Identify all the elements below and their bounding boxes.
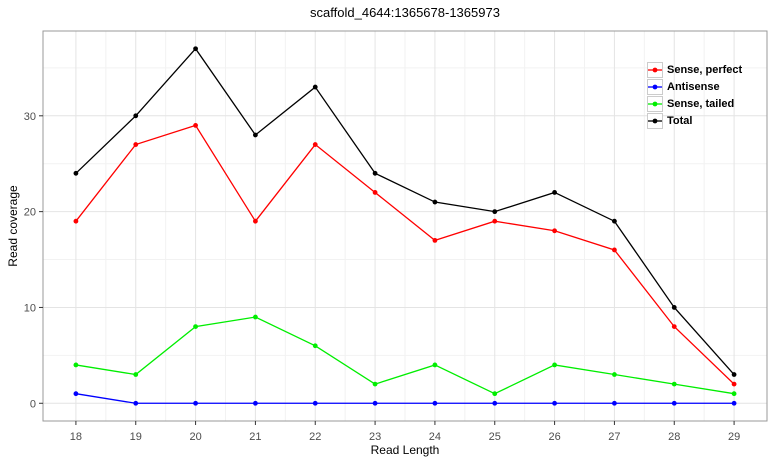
- series-point-antisense-29: [731, 400, 737, 406]
- series-point-sense-perfect-29: [731, 381, 737, 387]
- y-tick-label: 30: [24, 111, 36, 123]
- series-point-sense-tailed-18: [73, 362, 79, 368]
- x-tick-label: 19: [130, 431, 142, 443]
- series-point-sense-perfect-22: [312, 142, 318, 147]
- x-tick-label: 18: [70, 431, 82, 443]
- series-point-antisense-23: [372, 400, 378, 406]
- series-point-sense-perfect-21: [253, 218, 258, 224]
- series-point-total-22: [312, 84, 318, 90]
- series-point-total-29: [731, 372, 737, 377]
- series-point-total-18: [73, 170, 79, 176]
- series-line-sense-perfect: [75, 124, 735, 385]
- series-point-sense-perfect-18: [73, 218, 79, 224]
- y-tick-label: 20: [24, 207, 36, 219]
- series-point-total-19: [133, 113, 139, 119]
- legend-key-icon: [647, 62, 663, 78]
- series-line-antisense: [75, 393, 735, 404]
- series-point-sense-perfect-24: [432, 237, 438, 243]
- legend-item-antisense: Antisense: [647, 79, 742, 95]
- legend-label: Sense, perfect: [667, 64, 743, 76]
- series-point-antisense-28: [671, 400, 677, 406]
- x-tick-label: 21: [249, 431, 261, 443]
- series-point-sense-perfect-20: [193, 122, 198, 128]
- series-point-total-28: [671, 305, 677, 310]
- x-tick-label: 24: [429, 431, 441, 443]
- series-point-sense-perfect-27: [612, 247, 617, 253]
- series-point-sense-tailed-27: [612, 372, 617, 377]
- series-point-antisense-22: [312, 400, 318, 406]
- series-point-total-25: [492, 209, 498, 215]
- series-point-antisense-18: [73, 391, 79, 397]
- series-point-sense-tailed-29: [731, 391, 737, 397]
- x-tick-label: 25: [489, 431, 501, 443]
- y-tick-label: 0: [30, 398, 36, 410]
- series-point-antisense-21: [253, 400, 258, 406]
- series-point-sense-tailed-21: [253, 314, 258, 320]
- series-point-sense-perfect-28: [671, 324, 677, 330]
- series-point-sense-perfect-26: [552, 228, 557, 234]
- x-tick-label: 26: [548, 431, 560, 443]
- legend-key-icon: [647, 96, 663, 112]
- x-tick-label: 23: [369, 431, 381, 443]
- legend: Sense, perfect Antisense Sense, tailed Tota…: [647, 62, 742, 130]
- series-point-sense-perfect-25: [492, 218, 498, 224]
- y-axis-label: Read coverage: [6, 185, 20, 267]
- series-point-sense-perfect-23: [372, 190, 378, 195]
- series-point-sense-tailed-24: [432, 362, 438, 368]
- series-point-antisense-24: [432, 400, 438, 406]
- legend-label: Sense, tailed: [667, 98, 735, 110]
- series-point-sense-tailed-23: [372, 381, 378, 387]
- series-point-sense-perfect-19: [133, 142, 139, 147]
- x-axis-label: Read Length: [370, 443, 440, 457]
- series-point-sense-tailed-28: [671, 381, 677, 387]
- x-tick-label: 20: [189, 431, 201, 443]
- series-point-sense-tailed-22: [312, 343, 318, 349]
- legend-label: Antisense: [667, 81, 720, 93]
- series-line-total: [75, 47, 735, 375]
- chart-title: scaffold_4644:1365678-1365973: [310, 5, 500, 20]
- legend-key-icon: [647, 79, 663, 95]
- legend-item-sense-tailed: Sense, tailed: [647, 96, 742, 112]
- legend-key-icon: [647, 113, 663, 129]
- x-tick-label: 29: [728, 431, 740, 443]
- series-point-antisense-25: [492, 400, 498, 406]
- series-point-total-20: [193, 46, 198, 52]
- x-tick-label: 22: [309, 431, 321, 443]
- series-point-antisense-26: [552, 400, 557, 406]
- series-point-sense-tailed-19: [133, 372, 139, 377]
- x-tick-label: 27: [608, 431, 620, 443]
- x-tick-label: 28: [668, 431, 680, 443]
- y-tick-label: 10: [24, 302, 36, 314]
- series-point-total-24: [432, 199, 438, 205]
- series-point-total-21: [253, 132, 258, 138]
- legend-item-sense-perfect: Sense, perfect: [647, 62, 742, 78]
- series-point-antisense-27: [612, 400, 617, 406]
- series-line-sense-tailed: [75, 316, 735, 395]
- series-point-antisense-19: [133, 400, 139, 406]
- legend-label: Total: [667, 115, 693, 127]
- legend-item-total: Total: [647, 113, 742, 129]
- series-point-sense-tailed-26: [552, 362, 557, 368]
- panel-border: [42, 30, 768, 422]
- series-point-sense-tailed-20: [193, 324, 198, 330]
- series-point-total-26: [552, 190, 557, 195]
- series-point-total-23: [372, 170, 378, 176]
- series-point-antisense-20: [193, 400, 198, 406]
- series-point-total-27: [612, 218, 617, 224]
- series-point-sense-tailed-25: [492, 391, 498, 397]
